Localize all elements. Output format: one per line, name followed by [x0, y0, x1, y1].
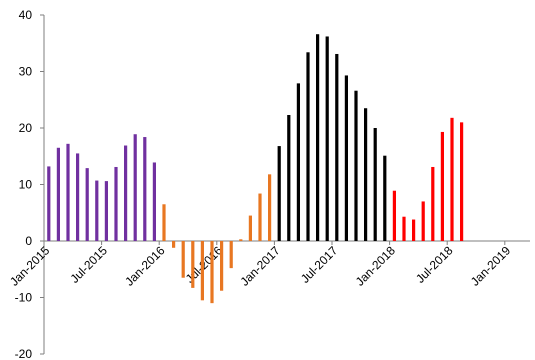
y-tick-label: 10	[19, 178, 33, 192]
bar-2015-04	[76, 153, 80, 241]
bar-2016-05	[200, 241, 204, 301]
bar-2015-11	[143, 137, 147, 241]
bar-2017-07	[335, 53, 339, 242]
bar-2016-01	[162, 204, 166, 241]
bar-2018-03	[412, 219, 416, 241]
bar-2016-04	[191, 241, 195, 288]
bar-2015-09	[124, 145, 128, 241]
bar-2018-02	[402, 216, 406, 241]
y-tick-label: -10	[15, 291, 33, 305]
bar-2016-07	[220, 241, 224, 291]
bar-2017-05	[316, 34, 320, 242]
bar-2018-01	[392, 190, 396, 241]
bars	[47, 34, 464, 304]
bar-2017-08	[344, 75, 348, 241]
x-tick-label: Jul-2017	[298, 243, 341, 286]
bar-2017-06	[325, 36, 329, 241]
x-axis: Jan-2015 Jul-2015 Jan-2016 Jul-2016 Jan-2017…	[7, 240, 530, 289]
y-tick-label: 40	[19, 8, 33, 22]
x-tick-label: Jan-2018	[353, 243, 399, 289]
bar-2016-02	[172, 241, 176, 248]
bar-2017-12	[383, 155, 387, 241]
bar-2018-06	[440, 131, 444, 241]
bar-2015-06	[95, 180, 99, 241]
bar-2018-08	[460, 122, 464, 241]
y-tick-label: 0	[25, 234, 32, 248]
bar-2016-06	[210, 241, 214, 304]
x-tick-label: Jul-2015	[68, 243, 111, 286]
x-tick-label: Jul-2018	[413, 243, 456, 286]
bar-2018-05	[431, 166, 435, 241]
bar-2015-02	[56, 147, 60, 241]
bar-2015-01	[47, 166, 51, 241]
y-axis: 40 30 20 10 0 -10 -20	[15, 8, 45, 360]
bar-2018-04	[421, 201, 425, 241]
bar-2015-12	[152, 162, 156, 241]
bar-2015-08	[114, 166, 118, 241]
x-tick-label: Jan-2016	[122, 243, 168, 289]
bar-2015-10	[133, 134, 137, 241]
bar-2018-07	[450, 117, 454, 241]
bar-2017-03	[296, 83, 300, 242]
bar-2016-03	[181, 241, 185, 278]
bar-2016-12	[268, 174, 272, 241]
bar-2017-10	[364, 108, 368, 241]
x-tick-label: Jan-2017	[237, 243, 283, 289]
y-tick-label: 30	[19, 65, 33, 79]
y-tick-label: -20	[15, 347, 33, 360]
bar-2016-08	[229, 241, 233, 269]
bar-2017-11	[373, 128, 377, 241]
x-tick-label: Jan-2015	[7, 243, 53, 289]
x-tick-label: Jan-2019	[468, 243, 514, 289]
bar-2017-01	[277, 146, 281, 241]
bar-2017-02	[287, 115, 291, 241]
bar-2016-11	[258, 193, 262, 241]
x-tick-label: Jul-2016	[183, 243, 226, 286]
bar-2015-05	[85, 168, 89, 241]
bar-2016-10	[248, 215, 252, 241]
bar-2015-03	[66, 143, 70, 241]
y-tick-label: 20	[19, 121, 33, 135]
bar-2017-09	[354, 90, 358, 242]
bar-2016-09	[239, 239, 243, 241]
bar-2017-04	[306, 52, 310, 241]
bar-2015-07	[104, 181, 108, 241]
